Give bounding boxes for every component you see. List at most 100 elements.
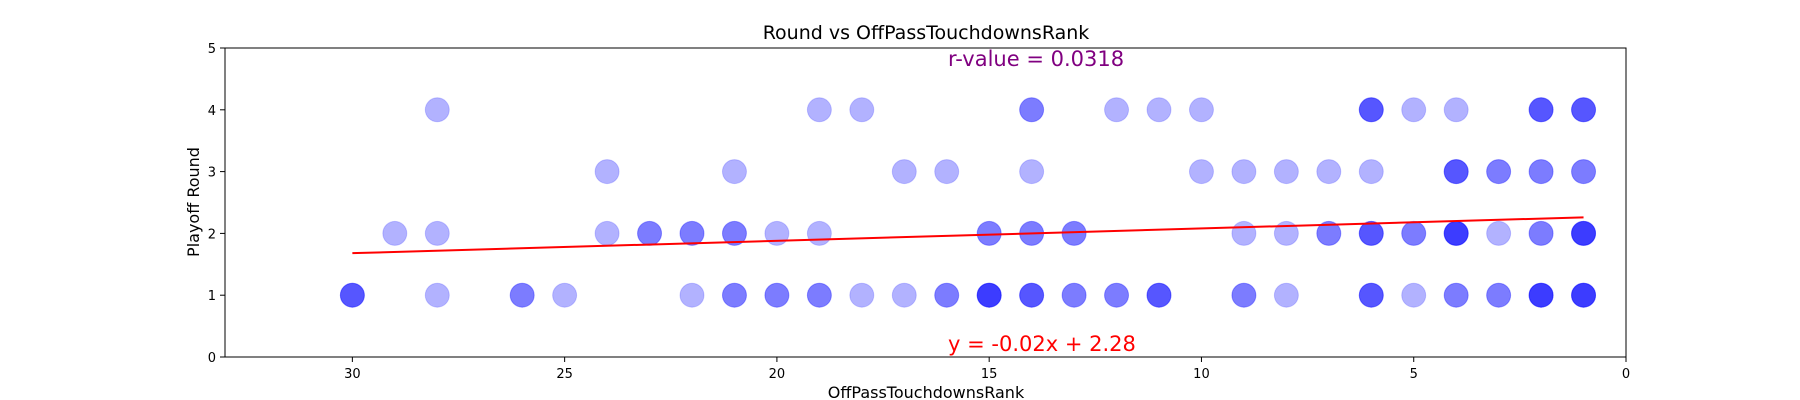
data-point <box>1571 282 1597 308</box>
data-point <box>1571 220 1597 246</box>
data-point <box>1061 282 1087 308</box>
data-point <box>1061 282 1087 308</box>
y-axis: 0 1 2 3 4 5 <box>208 42 225 366</box>
x-tick-label: 0 <box>1622 367 1630 382</box>
data-point <box>424 220 450 246</box>
x-axis-label: OffPassTouchdownsRank <box>828 383 1025 400</box>
data-point <box>934 282 960 308</box>
data-point <box>1231 282 1257 308</box>
data-point <box>1528 282 1554 308</box>
data-point <box>1443 159 1469 185</box>
data-point <box>764 282 790 308</box>
data-point <box>721 282 747 308</box>
y-tick-label: 0 <box>208 351 216 366</box>
data-point <box>424 97 450 123</box>
data-point <box>1273 282 1299 308</box>
data-point <box>339 282 365 308</box>
data-point <box>1528 97 1554 123</box>
data-point <box>1443 159 1469 185</box>
data-point <box>1146 282 1172 308</box>
y-tick-label: 1 <box>208 289 216 304</box>
data-point <box>1443 97 1469 123</box>
data-point <box>1528 159 1554 185</box>
data-point <box>1188 97 1214 123</box>
data-point <box>1528 97 1554 123</box>
x-tick-label: 20 <box>769 367 786 382</box>
data-point <box>976 282 1002 308</box>
data-point <box>1231 159 1257 185</box>
data-point <box>1528 220 1554 246</box>
data-point <box>1401 220 1427 246</box>
data-point <box>1571 97 1597 123</box>
data-point <box>594 220 620 246</box>
data-point <box>806 282 832 308</box>
data-point <box>1443 282 1469 308</box>
data-point <box>976 282 1002 308</box>
data-point <box>849 282 875 308</box>
data-point <box>1019 97 1045 123</box>
data-point <box>679 282 705 308</box>
data-point <box>1358 282 1384 308</box>
data-point <box>1571 97 1597 123</box>
data-point <box>1019 159 1045 185</box>
data-point <box>1358 97 1384 123</box>
data-point <box>1571 282 1597 308</box>
data-point <box>764 282 790 308</box>
data-point <box>679 220 705 246</box>
data-point <box>1358 97 1384 123</box>
data-point <box>1486 159 1512 185</box>
data-point <box>594 159 620 185</box>
data-point <box>1316 220 1342 246</box>
data-point <box>1528 282 1554 308</box>
data-point <box>1571 220 1597 246</box>
data-point <box>1443 282 1469 308</box>
data-point <box>849 97 875 123</box>
data-point <box>1316 159 1342 185</box>
data-point <box>1358 159 1384 185</box>
y-tick-label: 4 <box>208 104 216 119</box>
data-point <box>637 220 663 246</box>
data-point <box>934 282 960 308</box>
x-axis: 30 25 20 15 10 5 0 <box>344 357 1630 382</box>
data-point <box>509 282 535 308</box>
data-point <box>1571 282 1597 308</box>
data-point <box>1231 282 1257 308</box>
x-tick-label: 10 <box>1193 367 1210 382</box>
data-point <box>1019 282 1045 308</box>
data-point <box>721 220 747 246</box>
data-point <box>764 220 790 246</box>
data-point <box>1401 282 1427 308</box>
data-point <box>1443 159 1469 185</box>
data-point <box>806 282 832 308</box>
data-point <box>1443 220 1469 246</box>
data-point <box>721 220 747 246</box>
data-point <box>382 220 408 246</box>
data-point <box>1571 159 1597 185</box>
data-point <box>1486 220 1512 246</box>
x-tick-label: 25 <box>556 367 573 382</box>
data-point <box>1104 282 1130 308</box>
data-point <box>976 282 1002 308</box>
data-point <box>339 282 365 308</box>
regression-line <box>352 216 1584 255</box>
data-point <box>1104 282 1130 308</box>
x-tick-label: 5 <box>1410 367 1418 382</box>
points-layer <box>339 97 1597 308</box>
data-point <box>1019 282 1045 308</box>
data-point <box>1358 282 1384 308</box>
data-point <box>1571 220 1597 246</box>
data-point <box>1273 159 1299 185</box>
data-point <box>1528 282 1554 308</box>
data-point <box>552 282 578 308</box>
y-tick-label: 2 <box>208 227 216 242</box>
data-point <box>806 220 832 246</box>
data-point <box>1316 220 1342 246</box>
data-point <box>1019 97 1045 123</box>
data-point <box>1146 97 1172 123</box>
regression-equation-annotation: y = -0.02x + 2.28 <box>948 332 1136 356</box>
y-tick-label: 3 <box>208 166 216 181</box>
data-point <box>1358 220 1384 246</box>
data-point <box>1146 282 1172 308</box>
chart-title: Round vs OffPassTouchdownsRank <box>763 22 1090 44</box>
